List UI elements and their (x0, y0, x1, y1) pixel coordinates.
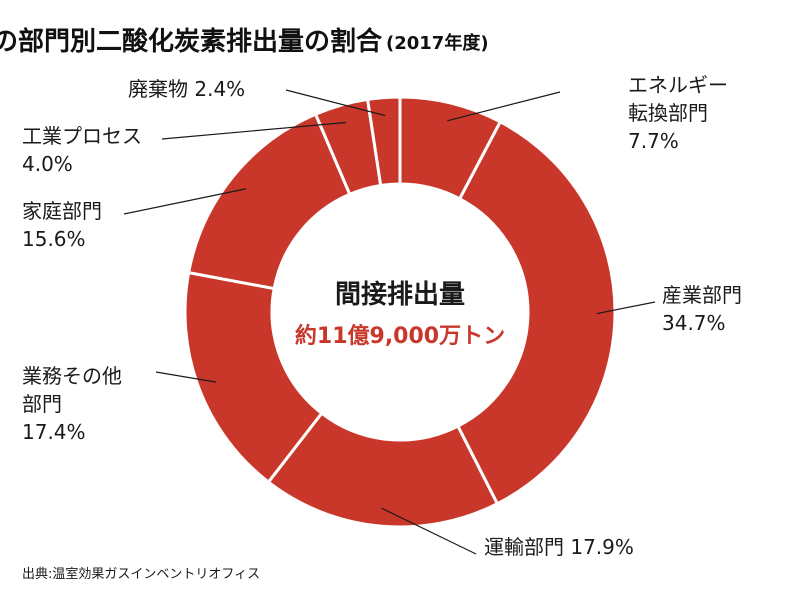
center-label: 間接排出量 (335, 280, 465, 310)
slice-label-line: 転換部門 (628, 101, 708, 125)
slice-label-line: 廃棄物 2.4% (128, 77, 245, 101)
slice-label-line: 部門 (22, 392, 62, 416)
slice-label-line: 4.0% (22, 152, 73, 176)
source-note: 出典:温室効果ガスインベントリオフィス (22, 566, 260, 582)
leader-line-3 (381, 507, 477, 555)
slice-label-7: 廃棄物 2.4% (128, 77, 245, 101)
leader-line-1 (447, 91, 561, 122)
slice-label-line: エネルギー (628, 73, 728, 97)
slice-label-5: 家庭部門 15.6% (22, 199, 102, 251)
leader-line-6 (161, 121, 347, 140)
slice-2 (455, 119, 617, 506)
slice-label-line: 運輸部門 17.9% (484, 535, 634, 559)
leader-lines (123, 89, 656, 555)
leader-line-4 (155, 371, 217, 383)
slice-label-line: 業務その他 (22, 364, 122, 388)
donut-slices (183, 95, 617, 529)
slice-label-4: 業務その他部門 17.4% (22, 364, 122, 444)
slice-label-3: 運輸部門 17.9% (484, 535, 634, 559)
slice-label-line: 34.7% (662, 311, 726, 335)
slice-label-6: 工業プロセス 4.0% (22, 124, 142, 176)
slice-labels: エネルギー転換部門 7.7% 産業部門 34.7% 運輸部門 17.9% 業務その他部門 1… (22, 73, 742, 559)
slice-4 (183, 270, 324, 485)
slice-label-line: 15.6% (22, 227, 86, 251)
slice-7 (365, 95, 402, 188)
leader-line-2 (596, 301, 656, 315)
slice-label-line: 家庭部門 (22, 199, 102, 223)
slice-label-line: 産業部門 (662, 283, 742, 307)
chart-subtitle: (2017年度) (386, 32, 489, 54)
slice-label-line: 7.7% (628, 129, 679, 153)
slice-label-line: 17.4% (22, 420, 86, 444)
chart-title: 日本の部門別二酸化炭素排出量の割合 (0, 26, 383, 57)
slice-label-line: 工業プロセス (22, 124, 142, 148)
slice-label-1: エネルギー転換部門 7.7% (628, 73, 728, 153)
center-value: 約11億9,000万トン (295, 323, 505, 349)
leader-line-7 (285, 89, 386, 117)
slice-label-2: 産業部門 34.7% (662, 283, 742, 335)
leader-line-5 (123, 188, 247, 215)
